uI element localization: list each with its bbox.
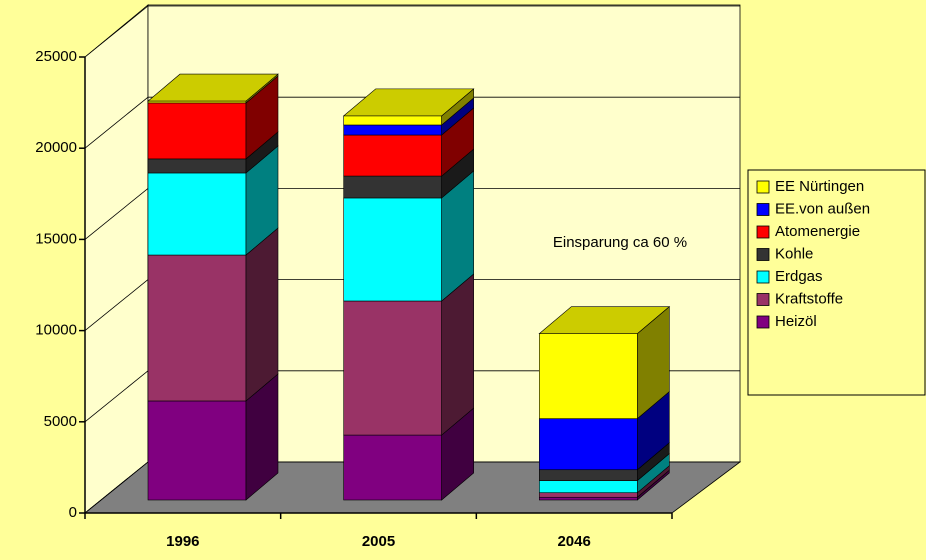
- legend-label: Heizöl: [775, 313, 817, 330]
- bar-face: [539, 496, 638, 501]
- bar-segment: [343, 107, 474, 177]
- bar-face: [147, 172, 247, 256]
- grid-line: [84, 5, 149, 58]
- bar-face: [147, 400, 247, 501]
- bar-face: [343, 124, 442, 136]
- bar-face: [343, 134, 442, 177]
- y-tick-label: 20000: [35, 139, 77, 156]
- bar-segment: [147, 227, 279, 402]
- bar-face: [343, 434, 442, 501]
- legend-swatch: [756, 293, 770, 306]
- bar-face: [539, 469, 638, 481]
- legend-swatch: [756, 248, 770, 261]
- bar-face: [539, 333, 638, 419]
- y-tick-label: 0: [69, 504, 77, 521]
- bar-segment: [343, 273, 474, 436]
- bar-segment: [147, 131, 279, 174]
- grid-line: [84, 279, 149, 331]
- bar-segment: [539, 453, 670, 494]
- bar-face: [245, 227, 279, 402]
- legend-label: Atomenergie: [775, 223, 860, 240]
- bar-face: [147, 158, 247, 174]
- x-tick-label: 2046: [557, 533, 590, 550]
- left-wall: [84, 4, 149, 514]
- legend-box: [747, 169, 926, 396]
- annotation: Einsparung ca 60 %: [553, 234, 687, 251]
- legend-swatch: [756, 203, 770, 216]
- grid-line: [84, 96, 149, 149]
- bar-segment: [343, 170, 474, 302]
- bar-face: [343, 115, 442, 126]
- bar-face: [441, 273, 474, 436]
- x-tick-label: 1996: [166, 533, 199, 550]
- bar-segment: [147, 75, 279, 160]
- legend-label: EE.von außen: [775, 200, 870, 217]
- bar-face: [539, 492, 638, 498]
- bar-top: [342, 88, 475, 117]
- bar-segment: [343, 407, 474, 501]
- bar-face: [539, 418, 638, 471]
- bar-top: [147, 73, 279, 102]
- legend-label: Erdgas: [775, 268, 823, 285]
- y-tick-label: 25000: [35, 48, 77, 65]
- legend-swatch: [756, 180, 770, 194]
- y-tick-label: 15000: [35, 230, 77, 247]
- bar-top: [538, 306, 671, 334]
- grid-line: [84, 188, 149, 240]
- bar-face: [147, 102, 247, 160]
- bar-face: [147, 254, 247, 402]
- bar-face: [539, 480, 638, 494]
- legend-swatch: [756, 225, 770, 239]
- legend-swatch: [756, 315, 770, 329]
- y-tick-label: 10000: [35, 322, 77, 339]
- bar-face: [343, 300, 442, 436]
- legend-label: Kohle: [775, 245, 813, 262]
- bar-segment: [147, 145, 279, 256]
- legend-label: Kraftstoffe: [775, 290, 843, 307]
- legend-label: EE Nürtingen: [775, 178, 864, 195]
- grid-line: [84, 370, 149, 423]
- grid-line: [84, 461, 149, 514]
- bar-face: [343, 197, 442, 302]
- bar-face: [343, 175, 442, 199]
- x-tick-label: 2005: [362, 533, 395, 550]
- bar-segment: [539, 306, 670, 420]
- legend-swatch: [756, 270, 770, 284]
- y-tick-label: 5000: [44, 413, 77, 430]
